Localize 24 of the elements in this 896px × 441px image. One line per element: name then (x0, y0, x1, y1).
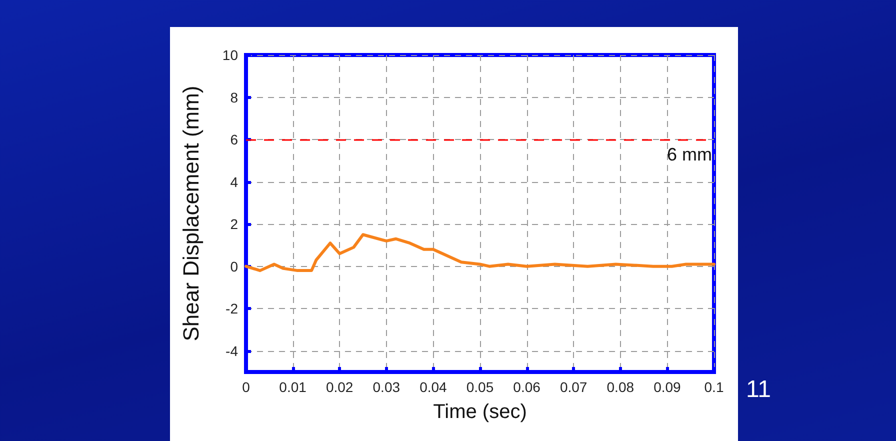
x-tick-label: 0.04 (420, 379, 448, 395)
x-tick-label: 0.03 (372, 379, 400, 395)
text: 11 (746, 376, 771, 404)
y-tick-label: 2 (230, 216, 238, 232)
y-tick-label: 0 (230, 258, 238, 274)
x-tick-label: 0.07 (560, 379, 588, 395)
y-tick-label: 4 (230, 174, 238, 190)
y-tick-label: 10 (222, 47, 238, 63)
y-tick-label: 6 (230, 132, 238, 148)
y-axis-title: Shear Displacement (mm) (178, 86, 204, 342)
x-tick-label: 0 (242, 379, 250, 395)
line-series (244, 233, 716, 272)
y-tick-label: 8 (230, 89, 238, 106)
y-tick-label: -4 (226, 342, 238, 359)
y-tick-label: -2 (226, 300, 238, 317)
ref-line-label: 6 mm (667, 144, 712, 165)
x-tick-label: 0.05 (466, 379, 494, 395)
x-tick-label: 0.01 (279, 379, 307, 395)
x-tick-label: 0.08 (606, 379, 634, 395)
x-tick-label: 0.02 (326, 379, 354, 395)
x-axis-title: Time (sec) (433, 401, 527, 423)
x-tick-label: 0.06 (513, 379, 541, 395)
x-tick-label: 0.09 (654, 379, 682, 395)
x-tick-label: 0.1 (704, 379, 724, 395)
